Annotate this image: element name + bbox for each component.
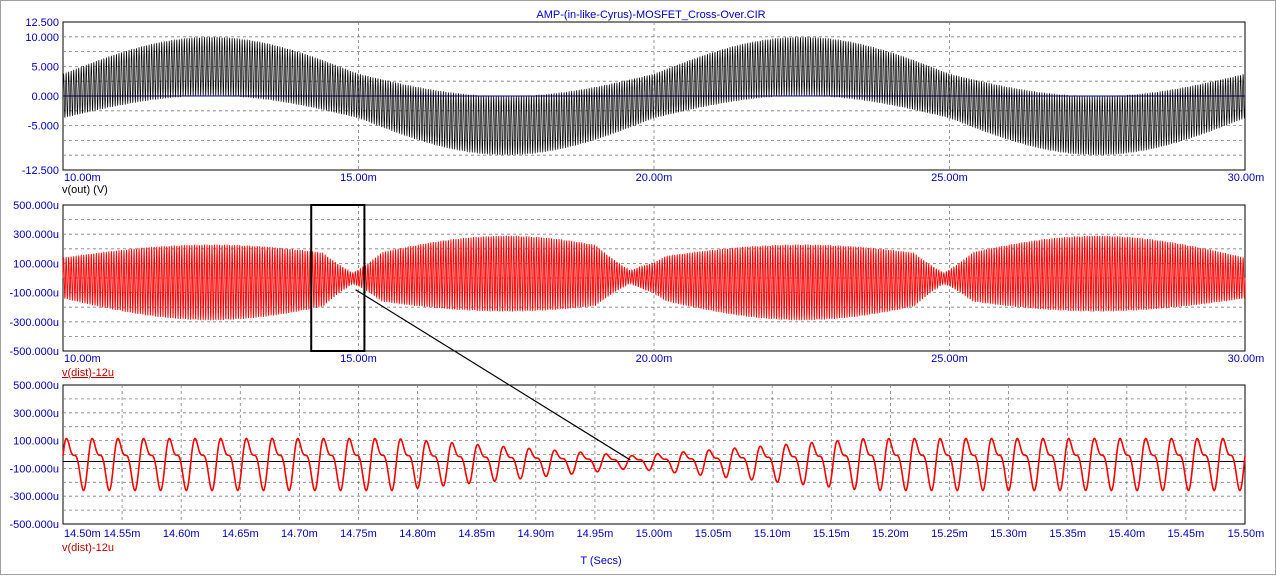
x-tick-label: 15.05m — [695, 528, 732, 540]
x-tick-label: 10.00m — [64, 353, 101, 365]
x-tick-label: 15.35m — [1049, 528, 1086, 540]
x-tick-label: 15.25m — [931, 528, 968, 540]
zoom-pointer-line — [355, 289, 631, 461]
x-tick-label: 14.90m — [517, 528, 554, 540]
x-tick-label: 30.00m — [1228, 353, 1265, 365]
window-title: AMP-(in-like-Cyrus)-MOSFET_Cross-Over.CI… — [536, 9, 765, 21]
x-tick-label: 15.50m — [1228, 528, 1265, 540]
panel-vdist-zoom: 14.50m 14.55m 14.60m 14.65m 14.70m 14.75m 14.8… — [9, 380, 1264, 540]
x-tick-label: 14.95m — [577, 528, 614, 540]
y-tick-label: 100.000u — [13, 436, 59, 448]
panel-vdist: 10.00m 15.00m 20.00m 25.00m 30.00m 500.000u 30… — [9, 200, 1264, 365]
series-vdist-trace — [62, 235, 1246, 321]
x-tick-label: 25.00m — [931, 172, 968, 184]
x-tick-label: 20.00m — [636, 353, 673, 365]
x-tick-label: 14.80m — [399, 528, 436, 540]
y-tick-label: 500.000u — [13, 380, 59, 392]
y-tick-label: 5.000 — [31, 61, 59, 73]
x-tick-label: 15.10m — [754, 528, 791, 540]
zoom-annotation — [355, 289, 631, 461]
series-vdist-zoom-trace — [62, 437, 1246, 492]
y-tick-label: 300.000u — [13, 408, 59, 420]
y-tick-label: 10.000 — [25, 32, 59, 44]
panel-vout: 10.00m 15.00m 20.00m 25.00m 30.00m 12.500 10.0… — [22, 17, 1265, 184]
x-tick-label: 15.40m — [1108, 528, 1145, 540]
x-tick-label: 15.15m — [813, 528, 850, 540]
y-tick-label: -12.500 — [22, 165, 59, 177]
panel-vdist-label: v(dist)-12u — [62, 367, 114, 379]
y-tick-label: -300.000u — [9, 317, 59, 329]
x-tick-label: 14.70m — [281, 528, 318, 540]
y-tick-label: 100.000u — [13, 258, 59, 270]
x-tick-label: 30.00m — [1228, 172, 1265, 184]
y-tick-label: -300.000u — [9, 491, 59, 503]
x-tick-label: 15.20m — [872, 528, 909, 540]
series-vout-trace — [62, 36, 1246, 156]
y-tick-label: 0.000 — [31, 91, 59, 103]
y-tick-label: -5.000 — [28, 121, 59, 133]
x-tick-label: 15.00m — [340, 172, 377, 184]
x-tick-label: 25.00m — [931, 353, 968, 365]
x-tick-label: 14.75m — [340, 528, 377, 540]
y-tick-label: 500.000u — [13, 200, 59, 212]
y-tick-label: -500.000u — [9, 346, 59, 358]
x-tick-label: 14.65m — [222, 528, 259, 540]
y-tick-label: 12.500 — [25, 17, 59, 29]
x-tick-label: 15.00m — [636, 528, 673, 540]
y-tick-label: 300.000u — [13, 229, 59, 241]
x-tick-label: 15.45m — [1168, 528, 1205, 540]
x-tick-label: 14.50m — [64, 528, 101, 540]
zoom-highlight-box — [310, 204, 366, 352]
x-tick-label: 20.00m — [636, 172, 673, 184]
x-axis-title: T (Secs) — [580, 555, 621, 567]
panel-vdist-zoom-label: v(dist)-12u — [62, 542, 114, 554]
x-tick-label: 10.00m — [64, 172, 101, 184]
x-tick-label: 14.85m — [458, 528, 495, 540]
panel-vout-label: v(out) (V) — [62, 184, 108, 196]
y-tick-label: -500.000u — [9, 519, 59, 531]
x-tick-label: 15.30m — [990, 528, 1027, 540]
x-tick-label: 15.00m — [340, 353, 377, 365]
x-tick-label: 14.55m — [104, 528, 141, 540]
x-tick-label: 14.60m — [163, 528, 200, 540]
y-tick-label: -100.000u — [9, 288, 59, 300]
y-tick-label: -100.000u — [9, 463, 59, 475]
